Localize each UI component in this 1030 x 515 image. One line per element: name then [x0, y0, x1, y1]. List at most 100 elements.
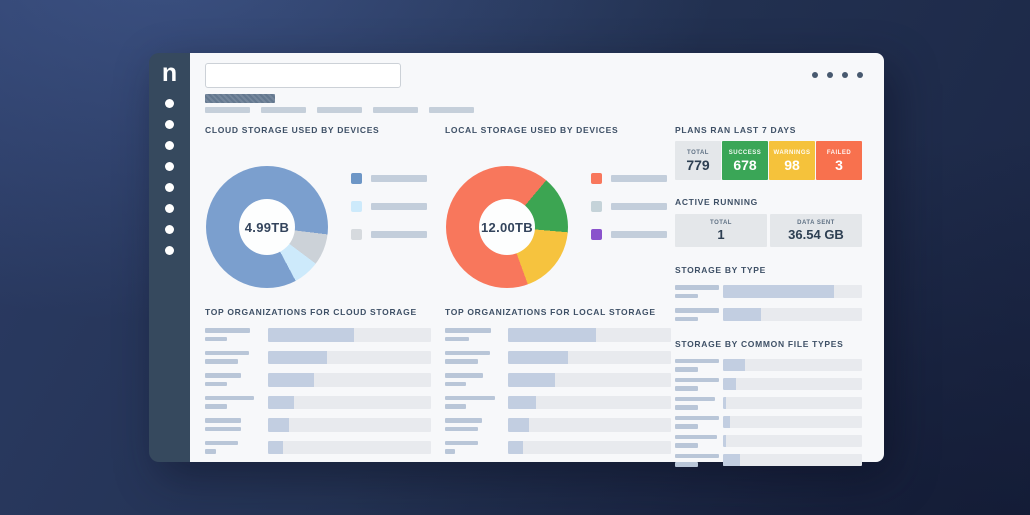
- list-item[interactable]: [205, 395, 431, 409]
- tab-placeholder[interactable]: [205, 107, 250, 113]
- progress-fill: [508, 440, 523, 454]
- stat-value: 98: [784, 156, 800, 173]
- plans-failed-tile: FAILED 3: [816, 141, 862, 180]
- progress-track: [268, 373, 431, 387]
- legend-item[interactable]: [351, 229, 427, 240]
- sidebar-nav: [165, 99, 174, 255]
- progress-fill: [268, 328, 355, 342]
- sidebar-nav-dot[interactable]: [165, 225, 174, 234]
- progress-fill: [268, 350, 327, 364]
- list-item[interactable]: [675, 434, 862, 448]
- search-input[interactable]: [205, 63, 401, 88]
- progress-fill: [508, 350, 569, 364]
- legend-item[interactable]: [591, 201, 667, 212]
- progress-track: [723, 454, 862, 466]
- menu-dot-icon[interactable]: [812, 72, 818, 78]
- progress-fill: [268, 440, 283, 454]
- item-label-placeholder: [445, 350, 500, 364]
- progress-fill: [508, 418, 530, 432]
- list-item[interactable]: [445, 373, 671, 387]
- tab-placeholder[interactable]: [261, 107, 306, 113]
- local-donut-hole: 12.00TB: [479, 199, 535, 255]
- progress-fill: [508, 328, 597, 342]
- progress-fill: [723, 359, 746, 371]
- legend-item[interactable]: [351, 201, 427, 212]
- sidebar-nav-dot[interactable]: [165, 141, 174, 150]
- legend-item[interactable]: [351, 173, 427, 184]
- sidebar-nav-dot[interactable]: [165, 120, 174, 129]
- list-item[interactable]: [205, 418, 431, 432]
- file-types-title: STORAGE BY COMMON FILE TYPES: [675, 339, 844, 349]
- stat-label: TOTAL: [687, 149, 709, 156]
- cloud-donut-chart[interactable]: 4.99TB: [206, 166, 328, 288]
- item-label-placeholder: [675, 415, 723, 429]
- item-label-placeholder: [445, 328, 500, 342]
- list-item[interactable]: [205, 373, 431, 387]
- active-running-title: ACTIVE RUNNING: [675, 197, 758, 207]
- sidebar-nav-dot[interactable]: [165, 162, 174, 171]
- progress-fill: [723, 416, 730, 428]
- list-item[interactable]: [445, 328, 671, 342]
- menu-dot-icon[interactable]: [827, 72, 833, 78]
- list-item[interactable]: [675, 396, 862, 410]
- sidebar-nav-dot[interactable]: [165, 99, 174, 108]
- item-label-placeholder: [675, 377, 723, 391]
- legend-item[interactable]: [591, 173, 667, 184]
- item-label-placeholder: [675, 453, 723, 467]
- progress-track: [723, 416, 862, 428]
- sidebar-nav-dot[interactable]: [165, 204, 174, 213]
- list-item[interactable]: [675, 453, 862, 467]
- tab-placeholder[interactable]: [317, 107, 362, 113]
- stat-label: TOTAL: [710, 219, 732, 226]
- local-orgs-list: [445, 328, 671, 454]
- storage-by-type-title: STORAGE BY TYPE: [675, 265, 766, 275]
- item-label-placeholder: [675, 285, 723, 298]
- progress-track: [268, 395, 431, 409]
- list-item[interactable]: [445, 350, 671, 364]
- sidebar-nav-dot[interactable]: [165, 183, 174, 192]
- sidebar-nav-dot[interactable]: [165, 246, 174, 255]
- list-item[interactable]: [675, 377, 862, 391]
- stat-value: 3: [835, 156, 843, 173]
- legend-purple-swatch: [591, 229, 602, 240]
- progress-track: [508, 328, 671, 342]
- progress-track: [508, 395, 671, 409]
- list-item[interactable]: [205, 350, 431, 364]
- local-storage-section: LOCAL STORAGE USED BY DEVICES 12.00TB TO…: [445, 125, 671, 454]
- tab-placeholder[interactable]: [429, 107, 474, 113]
- stat-value: 1: [717, 226, 725, 242]
- plans-warnings-tile: WARNINGS 98: [769, 141, 815, 180]
- list-item[interactable]: [445, 440, 671, 454]
- legend-label-placeholder: [611, 203, 667, 210]
- item-label-placeholder: [675, 358, 723, 372]
- progress-track: [268, 418, 431, 432]
- progress-track: [508, 440, 671, 454]
- list-item[interactable]: [675, 308, 862, 321]
- legend-item[interactable]: [591, 229, 667, 240]
- legend-lightblue-swatch: [351, 201, 362, 212]
- local-donut-legend: [591, 173, 667, 240]
- local-donut-chart[interactable]: 12.00TB: [446, 166, 568, 288]
- list-item[interactable]: [675, 415, 862, 429]
- menu-dot-icon[interactable]: [857, 72, 863, 78]
- legend-orange-swatch: [591, 173, 602, 184]
- legend-label-placeholder: [371, 231, 427, 238]
- list-item[interactable]: [445, 395, 671, 409]
- list-item[interactable]: [205, 440, 431, 454]
- tab-placeholder[interactable]: [373, 107, 418, 113]
- file-types-list: [675, 358, 862, 467]
- progress-track: [508, 418, 671, 432]
- cloud-chart-title: CLOUD STORAGE USED BY DEVICES: [205, 125, 380, 135]
- stat-value: 779: [686, 156, 710, 173]
- sidebar: n: [149, 53, 190, 462]
- list-item[interactable]: [205, 328, 431, 342]
- item-label-placeholder: [205, 350, 260, 364]
- list-item[interactable]: [675, 358, 862, 372]
- item-label-placeholder: [205, 395, 260, 409]
- list-item[interactable]: [675, 285, 862, 298]
- list-item[interactable]: [445, 418, 671, 432]
- menu-dot-icon[interactable]: [842, 72, 848, 78]
- progress-track: [508, 373, 671, 387]
- stat-value: 678: [733, 156, 757, 173]
